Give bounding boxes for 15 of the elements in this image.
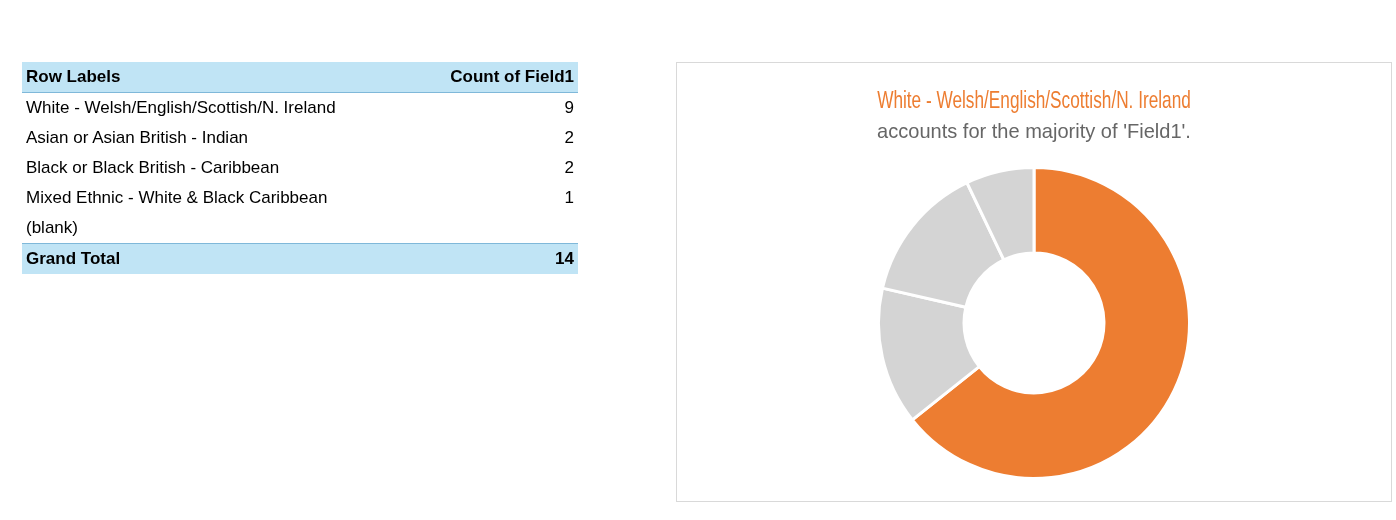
chart-title: White - Welsh/English/Scottish/N. Ireland <box>877 86 1191 113</box>
text: 14 <box>420 243 578 274</box>
text: 1 <box>563 187 575 209</box>
text: 2 <box>563 157 575 179</box>
text: Black or Black British - Caribbean <box>25 157 281 179</box>
text: Row Labels <box>22 62 420 93</box>
text: White - Welsh/English/Scottish/N. Ireland <box>25 97 337 119</box>
text: Grand Total <box>22 243 420 274</box>
text: Count of Field1 <box>420 62 578 93</box>
chart-subtitle: accounts for the majority of 'Field1'. <box>877 118 1191 143</box>
text: Asian or Asian British - Indian <box>25 127 250 149</box>
text: 2 <box>563 127 575 149</box>
text: Mixed Ethnic - White & Black Caribbean <box>25 187 329 209</box>
text: 9 <box>563 97 575 119</box>
text: (blank) <box>25 217 79 239</box>
